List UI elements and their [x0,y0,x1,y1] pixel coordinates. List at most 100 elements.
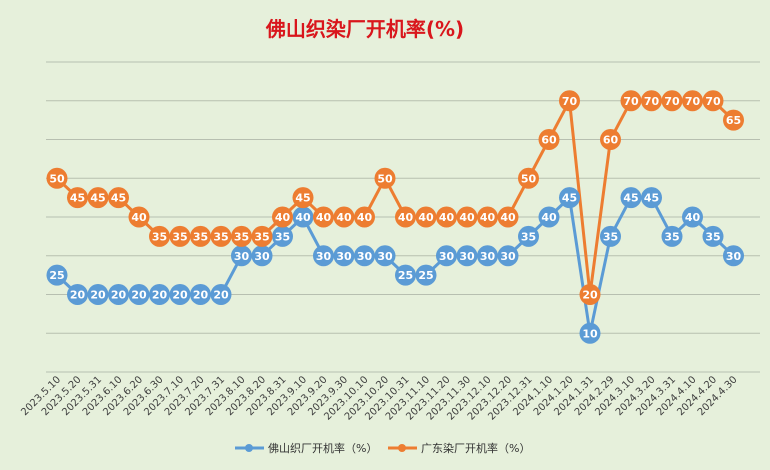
data-point-marker [67,284,88,305]
data-label: 20 [111,289,127,302]
data-label: 25 [398,269,413,282]
data-point: 35 [702,225,724,247]
data-point-marker [395,206,416,228]
data-point-marker [251,225,273,247]
data-label: 40 [398,211,414,224]
data-point: 40 [313,206,334,228]
data-point-marker [538,206,560,228]
data-label: 30 [459,250,475,263]
data-point: 25 [395,264,416,286]
data-point-marker [395,264,416,286]
data-label: 35 [254,230,269,243]
data-point: 20 [108,284,129,305]
data-point-marker [374,245,396,267]
data-point: 40 [682,206,703,228]
data-label: 45 [562,192,577,205]
data-label: 20 [582,289,598,302]
data-point-marker [600,225,621,247]
data-point-marker [579,284,601,305]
data-point-marker [190,284,211,305]
legend-entry-2: 广东染厂开机率（%） [388,441,530,455]
data-point-marker [456,206,478,228]
data-point-marker [87,284,109,305]
data-point-marker [497,245,519,267]
data-point-marker [415,264,437,286]
data-points: 25 20 20 20 20 20 20 20 20 30 30 35 40 30 30 30 30 25 25 30… [46,90,744,344]
data-point: 30 [723,245,744,267]
data-point-marker [436,245,457,267]
data-point: 35 [251,225,273,247]
data-label: 45 [111,192,126,205]
data-point-marker [149,284,170,305]
data-label: 45 [295,192,310,205]
data-point-marker [723,245,744,267]
data-label: 60 [603,134,619,147]
data-point-marker [108,284,129,305]
data-label: 30 [439,250,455,263]
data-point-marker [190,225,211,247]
data-point: 60 [538,129,560,150]
data-label: 35 [275,230,290,243]
data-point: 40 [354,206,375,228]
data-label: 40 [275,211,291,224]
data-label: 40 [439,211,455,224]
data-point-marker [579,322,601,344]
data-point-marker [559,90,580,112]
data-point-marker [67,187,88,209]
data-point-marker [210,225,232,247]
data-label: 40 [131,211,147,224]
data-label: 40 [295,211,311,224]
data-point: 30 [456,245,478,267]
data-point: 30 [251,245,273,267]
data-point: 45 [67,187,88,209]
legend-label-1: 佛山织厂开机率（%） [268,441,377,455]
data-point: 35 [231,225,252,247]
data-point: 40 [477,206,498,228]
data-label: 50 [521,172,537,185]
data-point: 30 [497,245,519,267]
data-point: 70 [702,90,724,112]
data-point: 50 [46,167,68,189]
data-point: 20 [190,284,211,305]
x-axis-tick-labels: 2023.5.102023.5.202023.5.312023.6.102023… [19,374,739,422]
data-point-marker [702,225,724,247]
data-point: 20 [579,284,601,305]
data-point-marker [149,225,170,247]
data-point-marker [231,245,252,267]
data-label: 40 [336,211,352,224]
data-label: 40 [541,211,557,224]
data-label: 35 [521,230,536,243]
data-point: 35 [169,225,191,247]
data-point-marker [210,284,232,305]
data-point-marker [333,206,355,228]
data-label: 35 [664,230,679,243]
data-label: 20 [90,289,106,302]
data-point: 40 [436,206,457,228]
data-label: 20 [193,289,209,302]
data-point: 40 [415,206,437,228]
data-point-marker [518,225,539,247]
data-point: 20 [210,284,232,305]
data-point: 35 [190,225,211,247]
data-label: 70 [623,95,639,108]
chart-title: 佛山织染厂开机率(%) [265,17,464,41]
data-label: 35 [213,230,228,243]
data-point: 35 [518,225,539,247]
data-point: 40 [456,206,478,228]
data-label: 45 [90,192,105,205]
data-point: 70 [641,90,662,112]
data-label: 30 [336,250,352,263]
data-label: 25 [418,269,433,282]
data-point: 45 [87,187,109,209]
data-label: 20 [70,289,86,302]
data-label: 40 [500,211,516,224]
data-point-marker [313,245,334,267]
data-label: 20 [152,289,168,302]
legend-marker-2 [398,444,406,452]
data-label: 40 [685,211,701,224]
data-point: 35 [661,225,683,247]
data-label: 30 [234,250,250,263]
data-label: 30 [500,250,516,263]
data-label: 40 [316,211,332,224]
data-point-marker [620,187,642,209]
